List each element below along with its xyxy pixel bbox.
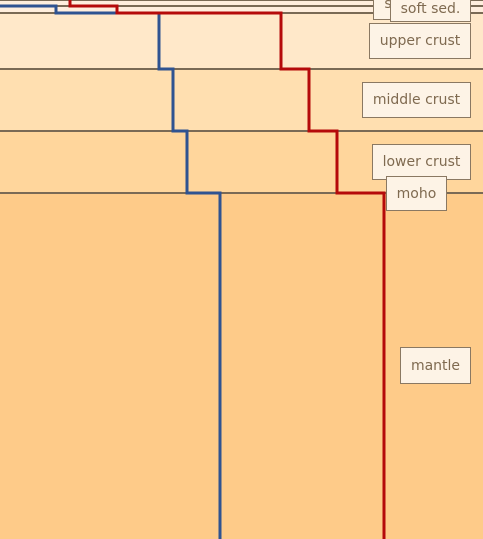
lower-crust-label: lower crust	[372, 144, 471, 180]
moho-label: moho	[386, 176, 447, 211]
middle-crust-label: middle crust	[362, 82, 471, 118]
red-velocity-profile	[68, 0, 386, 539]
upper-crust-label: upper crust	[369, 23, 471, 59]
blue-velocity-profile	[0, 4, 222, 539]
mantle-label: mantle	[400, 347, 471, 384]
soft-sediment-label: soft sed.	[390, 0, 471, 22]
soft-sediment-layer	[0, 6, 483, 13]
hard-sediment-layer	[0, 0, 483, 6]
